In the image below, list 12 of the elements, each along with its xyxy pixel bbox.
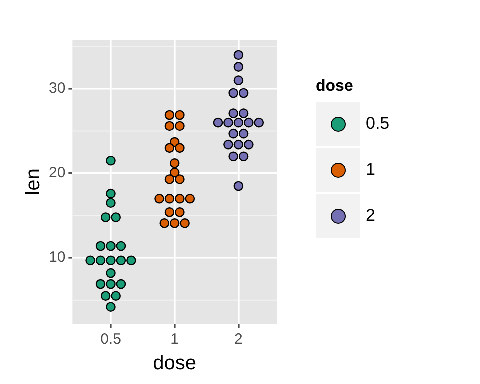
y-axis-title: len xyxy=(22,168,45,196)
x-tick-label: 2 xyxy=(234,331,243,348)
legend-label: 2 xyxy=(366,206,376,226)
legend-label: 1 xyxy=(366,160,376,180)
legend-label: 0.5 xyxy=(366,114,390,134)
x-tick-label: 1 xyxy=(170,331,180,348)
x-tick-label: 0.5 xyxy=(100,331,122,348)
y-tick-label: 10 xyxy=(48,249,66,266)
y-tick-label: 30 xyxy=(48,80,66,98)
y-tick-label: 20 xyxy=(48,164,66,182)
x-axis-title: dose xyxy=(153,352,197,375)
legend-title: dose xyxy=(316,78,354,96)
